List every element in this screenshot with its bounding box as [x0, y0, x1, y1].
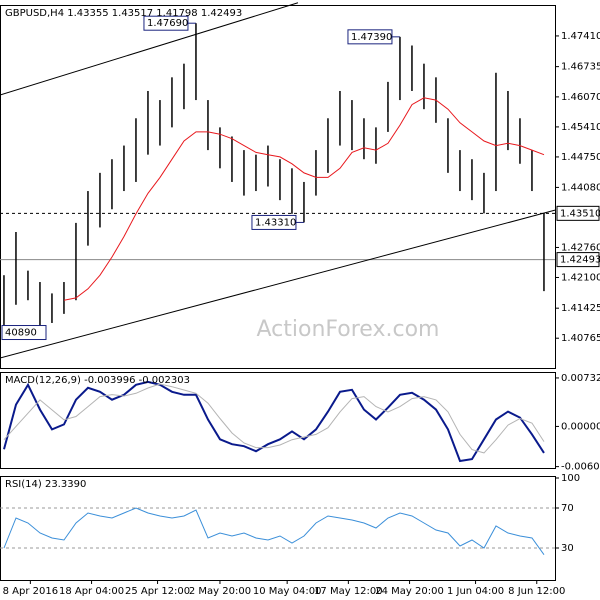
x-tick-label: 1 Jun 04:00 [447, 586, 504, 597]
y-tick-label: 1.47410 [561, 31, 600, 42]
annotation-label: 1.47390 [351, 32, 392, 43]
watermark: ActionForex.com [257, 317, 440, 342]
y-tick-label: 1.41425 [561, 303, 600, 314]
price-label: 1.43510 [560, 208, 600, 219]
x-tick-label: 8 Apr 2016 [3, 586, 58, 597]
y-tick-label: 1.40765 [561, 333, 600, 344]
y-tick-label: 30 [561, 543, 574, 554]
series-line [3, 507, 545, 555]
y-tick-label: 100 [561, 473, 580, 484]
y-tick-label: 0.000000 [561, 421, 600, 432]
panel-title: GBPUSD,H4 1.43355 1.43517 1.41798 1.4249… [5, 8, 242, 19]
x-tick-label: 18 Apr 04:00 [59, 586, 124, 597]
annotation-label: 1.43310 [255, 217, 296, 228]
series-line [63, 97, 545, 301]
x-tick-label: 8 Jun 12:00 [508, 586, 565, 597]
x-tick-label: 2 May 20:00 [189, 586, 251, 597]
y-tick-label: 1.45410 [561, 122, 600, 133]
y-tick-label: 70 [561, 503, 574, 514]
panel-frame [0, 372, 556, 469]
x-tick-label: 17 May 12:00 [314, 586, 383, 597]
y-tick-label: 1.44750 [561, 152, 600, 163]
price-box [556, 252, 600, 268]
trend-line [0, 2, 299, 96]
panel-title: MACD(12,26,9) -0.003996 -0.002303 [5, 375, 190, 386]
price-box [556, 205, 600, 221]
annotation-box [1, 325, 47, 341]
y-tick-label: 1.46070 [561, 92, 600, 103]
y-tick-label: -0.006072 [561, 462, 600, 473]
annotation-label: 1.47690 [147, 18, 188, 29]
y-tick-label: 1.42100 [561, 272, 600, 283]
panel-title: RSI(14) 23.3390 [5, 479, 86, 490]
annotation-box [347, 29, 393, 45]
x-tick-label: 25 Apr 12:00 [125, 586, 190, 597]
series-line [3, 380, 545, 463]
y-tick-label: 1.44080 [561, 182, 600, 193]
x-tick-label: 24 May 20:00 [375, 586, 444, 597]
annotation-box [251, 214, 297, 230]
annotation-label: 40890 [5, 328, 37, 339]
y-tick-label: 1.46735 [561, 62, 600, 73]
y-tick-label: 1.42760 [561, 242, 600, 253]
trend-line [0, 209, 556, 359]
series-line [3, 383, 545, 454]
annotation-box [143, 15, 189, 31]
x-tick-label: 10 May 04:00 [253, 586, 322, 597]
y-tick-label: 0.007322 [561, 373, 600, 384]
panel-frame [0, 476, 556, 581]
price-label: 1.42493 [560, 255, 600, 266]
